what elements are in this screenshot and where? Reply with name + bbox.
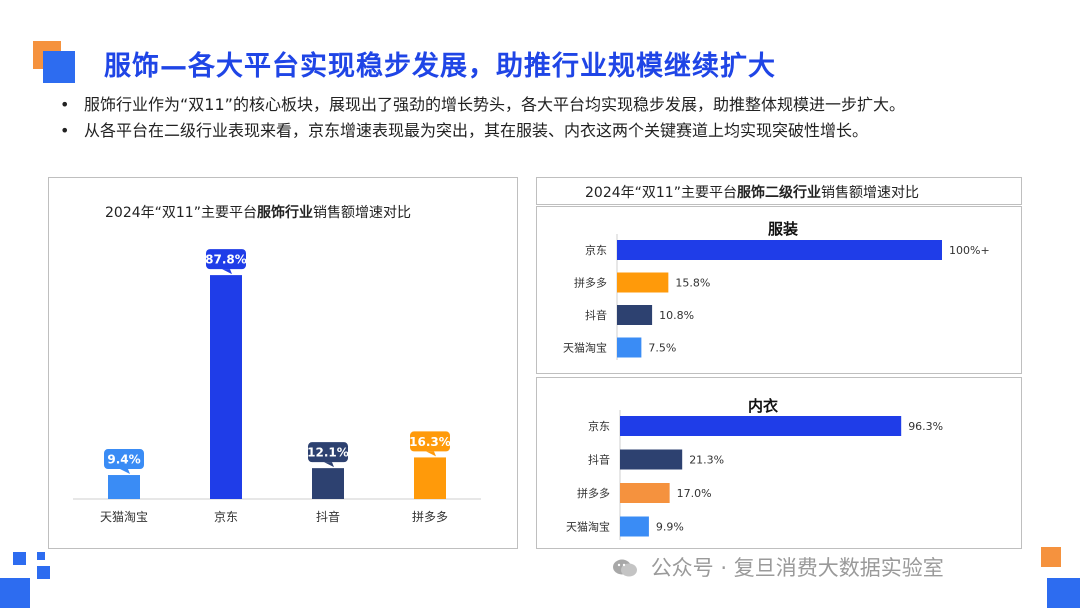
data-label-pointer (222, 269, 232, 275)
category-label: 天猫淘宝 (100, 510, 148, 524)
data-label-box (104, 449, 144, 470)
data-label: 9.9% (656, 521, 684, 534)
left-chart-title: 2024年“双11”主要平台服饰行业销售额增速对比 (105, 205, 411, 221)
data-label: 17.0% (677, 487, 712, 500)
wechat-icon (612, 558, 638, 578)
bar (620, 449, 683, 470)
clothing-chart-panel: 服装京东 100%+ 拼多多 15.8% 抖音 10.8% 天猫淘宝 7.5% (536, 206, 1022, 374)
left-bar-chart: 9.4% 天猫淘宝 87.8% 京东 12.1% 抖音 16.3% 拼多多 (73, 249, 481, 524)
deco-square (13, 552, 26, 565)
bar (617, 305, 653, 325)
right-header-panel: 2024年“双11”主要平台服饰二级行业销售额增速对比 (536, 177, 1022, 205)
data-label: 21.3% (689, 454, 724, 467)
data-label-pointer (324, 462, 334, 468)
data-label-box (206, 249, 246, 270)
bullet-list: 服饰行业作为“双11”的核心板块，展现出了强劲的增长势头，各大平台均实现稳步发展… (60, 92, 1060, 144)
data-label: 15.8% (675, 277, 710, 290)
bar (312, 468, 344, 499)
bullet-item: 服饰行业作为“双11”的核心板块，展现出了强劲的增长势头，各大平台均实现稳步发展… (60, 92, 1060, 118)
category-label: 拼多多 (412, 510, 448, 524)
deco-square (37, 566, 50, 579)
category-label: 天猫淘宝 (563, 341, 607, 355)
data-label: 16.3% (409, 435, 451, 449)
category-label: 抖音 (316, 509, 340, 524)
data-label-pointer (120, 469, 130, 475)
data-label: 10.8% (659, 309, 694, 322)
bar (210, 275, 242, 499)
chart-subtitle: 服装 (768, 220, 799, 238)
data-label: 9.4% (107, 453, 140, 467)
data-label-box (410, 431, 450, 452)
category-label: 京东 (588, 419, 610, 433)
bullet-item: 从各平台在二级行业表现来看，京东增速表现最为突出，其在服装、内衣这两个关键赛道上… (60, 118, 1060, 144)
watermark-text: 公众号 · 复旦消费大数据实验室 (650, 556, 944, 580)
left-chart-panel: 2024年“双11”主要平台服饰行业销售额增速对比 9.4% 天猫淘宝 87.8% 京… (48, 177, 518, 549)
bar (620, 483, 670, 503)
right-chart-title: 2024年“双11”主要平台服饰二级行业销售额增速对比 (585, 185, 919, 201)
data-label: 96.3% (908, 420, 943, 433)
bar (620, 416, 902, 436)
category-label: 拼多多 (574, 276, 607, 290)
bar (108, 475, 140, 499)
category-label: 拼多多 (577, 486, 610, 500)
bar (620, 516, 649, 537)
data-label-box (308, 442, 348, 463)
category-label: 抖音 (585, 308, 607, 322)
bar (414, 457, 446, 499)
category-label: 京东 (214, 510, 238, 524)
data-label: 100%+ (949, 244, 990, 257)
bar (617, 337, 642, 358)
deco-square (37, 552, 45, 560)
underwear-chart-panel: 内衣京东 96.3% 抖音 21.3% 拼多多 17.0% 天猫淘宝 9.9% (536, 377, 1022, 549)
category-label: 天猫淘宝 (566, 520, 610, 534)
category-label: 抖音 (588, 453, 610, 467)
bar (617, 272, 669, 293)
data-label: 7.5% (648, 342, 676, 355)
chart-subtitle: 内衣 (748, 397, 778, 415)
deco-square-orange (1041, 547, 1061, 567)
deco-square-blue (1047, 578, 1080, 608)
category-label: 京东 (585, 243, 607, 257)
watermark: 公众号 · 复旦消费大数据实验室 (612, 552, 944, 582)
page-title: 服饰—各大平台实现稳步发展，助推行业规模继续扩大 (104, 51, 776, 82)
corner-square-blue (43, 51, 75, 83)
data-label: 87.8% (205, 253, 247, 267)
bar (617, 240, 942, 260)
data-label: 12.1% (307, 446, 349, 460)
deco-square (0, 578, 30, 608)
data-label-pointer (426, 451, 436, 457)
